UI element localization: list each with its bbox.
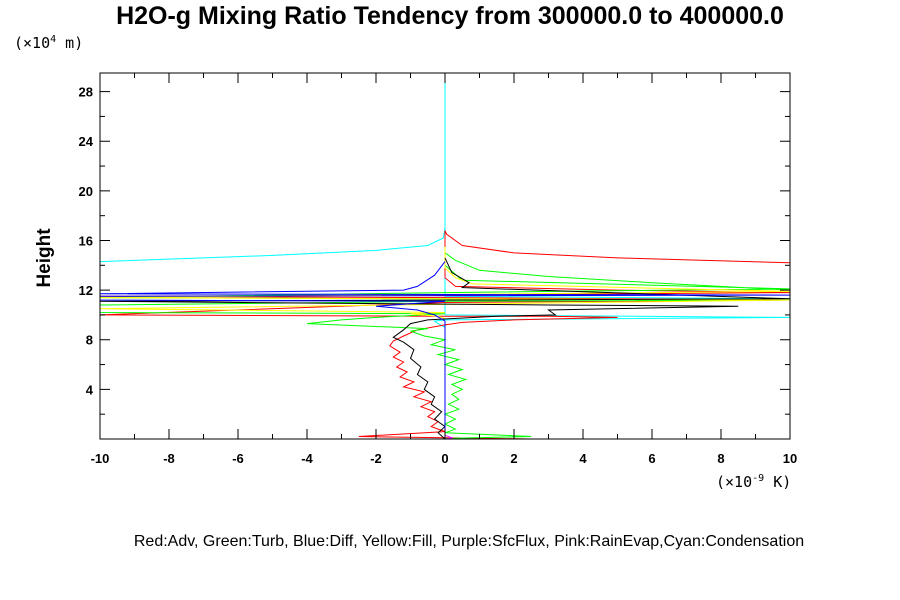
- x-tick-label: -6: [232, 451, 244, 466]
- series-line-2: [100, 251, 790, 439]
- y-tick-label: 12: [79, 283, 93, 298]
- x-tick-label: 2: [510, 451, 517, 466]
- chart-title: H2O-g Mixing Ratio Tendency from 300000.…: [116, 2, 784, 30]
- series-layer: [100, 73, 790, 439]
- x-tick-label: -2: [370, 451, 382, 466]
- series-line-3: [100, 246, 790, 320]
- y-tick-label: 4: [86, 382, 94, 397]
- x-tick-label: 8: [717, 451, 724, 466]
- x-tick-label: 4: [579, 451, 587, 466]
- x-unit-exponent: -9: [752, 473, 765, 484]
- x-tick-label: 0: [441, 451, 448, 466]
- x-tick-label: -8: [163, 451, 175, 466]
- series-line-5: [100, 261, 790, 439]
- x-axis-unit: (×10-9 K): [716, 473, 792, 491]
- x-tick-label: 6: [648, 451, 655, 466]
- legend-text: Red:Adv, Green:Turb, Blue:Diff, Yellow:F…: [133, 533, 805, 550]
- x-tick-label: -4: [301, 451, 313, 466]
- y-tick-label: 24: [79, 134, 94, 149]
- series-line-1: [100, 230, 790, 439]
- x-tick-label: 10: [783, 451, 797, 466]
- y-tick-label: 20: [79, 184, 93, 199]
- series-line-0: [100, 73, 790, 439]
- y-tick-label: 16: [79, 233, 93, 248]
- y-tick-label: 8: [86, 333, 93, 348]
- series-line-6: [444, 434, 454, 439]
- y-tick-label: 28: [79, 85, 93, 100]
- y-unit-exponent: 4: [50, 34, 57, 45]
- y-axis-unit: (×104 m): [14, 34, 84, 52]
- y-axis-title: Height: [34, 228, 55, 288]
- x-tick-label: -10: [91, 451, 110, 466]
